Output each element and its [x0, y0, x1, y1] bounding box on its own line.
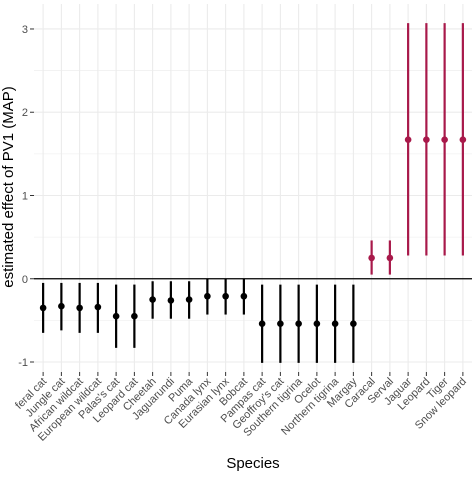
estimate-point	[222, 292, 229, 300]
series-marks	[39, 23, 467, 363]
estimate-point	[295, 320, 302, 328]
estimate-point	[58, 302, 65, 310]
y-axis-label: estimated effect of PV1 (MAP)	[0, 86, 17, 287]
estimate-point	[258, 320, 266, 328]
x-axis-label: Species	[226, 455, 279, 472]
y-tick-label: 0	[22, 274, 28, 286]
estimate-point	[167, 297, 175, 304]
estimate-point	[368, 254, 375, 262]
estimate-point	[404, 136, 412, 144]
estimate-point	[204, 292, 211, 300]
y-tick-label: -1	[18, 357, 28, 369]
estimate-point	[76, 304, 83, 312]
y-tick-label: 2	[22, 107, 28, 119]
estimate-point	[185, 296, 193, 303]
estimate-point	[112, 312, 120, 320]
y-axis: -1 0 1 2 3	[18, 24, 34, 369]
estimate-point	[131, 312, 138, 320]
estimate-point	[39, 304, 47, 312]
estimate-point	[277, 320, 284, 328]
estimate-point	[331, 320, 339, 328]
estimate-point	[313, 320, 321, 328]
estimate-point	[350, 320, 357, 328]
estimate-point	[149, 296, 156, 303]
estimate-point	[240, 292, 248, 300]
estimate-point	[386, 254, 394, 262]
y-tick-label: 3	[22, 24, 28, 36]
estimate-point	[94, 303, 102, 311]
estimate-point	[459, 136, 467, 144]
estimate-point	[423, 136, 430, 144]
estimate-point	[441, 136, 448, 144]
y-tick-label: 1	[22, 190, 28, 202]
